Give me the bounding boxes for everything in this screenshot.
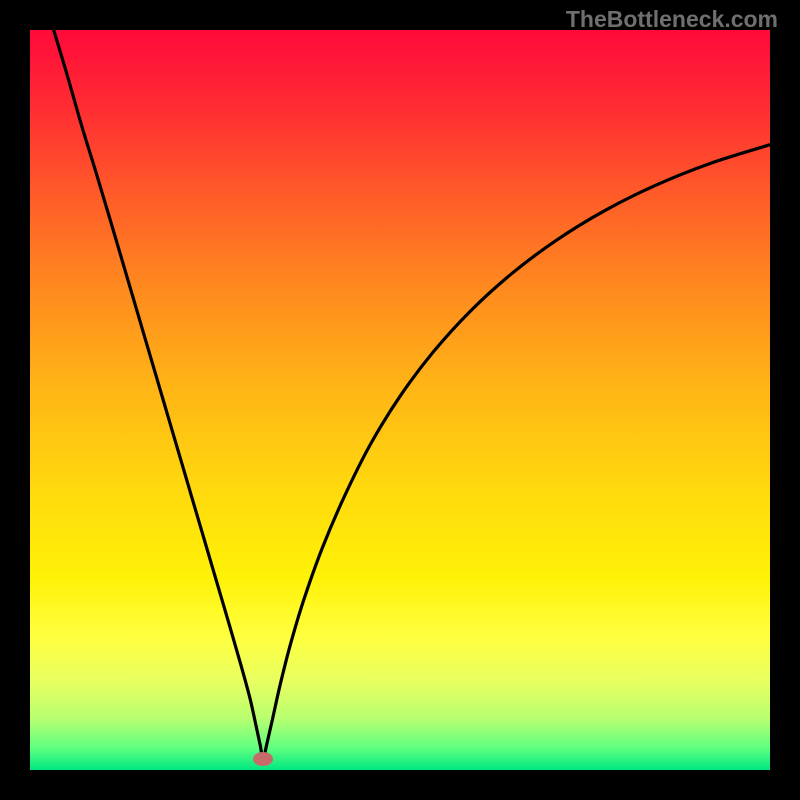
chart-container: TheBottleneck.com <box>0 0 800 800</box>
optimum-marker <box>253 752 273 766</box>
curve-overlay <box>0 0 800 800</box>
watermark-text: TheBottleneck.com <box>566 6 778 33</box>
bottleneck-curve <box>54 30 770 759</box>
